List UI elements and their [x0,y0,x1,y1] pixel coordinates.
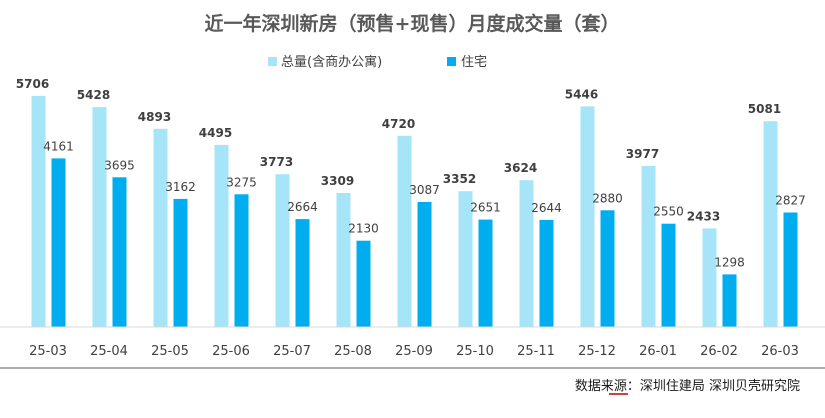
bar-residential-25-03 [51,158,66,327]
label-residential-25-08: 2130 [348,222,379,236]
source-prefix: 数据来源： [575,379,640,394]
label-total-25-05: 4893 [138,110,171,124]
label-total-25-08: 3309 [321,174,354,188]
x-tick-25-05: 25-05 [151,344,189,359]
bar-residential-25-08 [356,240,371,327]
label-residential-26-03: 2827 [775,194,806,208]
source-orgs: 深圳住建局 深圳贝壳研究院 [640,379,800,394]
bar-total-25-03 [31,95,46,328]
x-tick-25-08: 25-08 [334,344,372,359]
label-residential-25-07: 2664 [287,200,318,214]
x-tick-25-09: 25-09 [395,344,433,359]
bar-residential-25-06 [234,194,249,327]
legend-label-residential: 住宅 [461,55,487,70]
label-total-25-10: 3352 [443,172,476,186]
label-total-25-07: 3773 [260,155,293,169]
bar-residential-25-12 [600,210,615,327]
bar-total-25-09 [397,135,412,327]
label-residential-25-12: 2880 [592,191,623,205]
bar-total-26-01 [641,165,656,327]
bar-residential-25-04 [112,177,127,327]
bar-total-25-12 [580,106,595,328]
label-total-25-06: 4495 [199,126,232,140]
bar-total-26-03 [763,121,778,327]
bar-residential-25-10 [478,219,493,327]
legend: 总量(含商办公寓) 住宅 [268,54,487,70]
bar-total-25-05 [153,128,168,327]
x-tick-25-06: 25-06 [212,344,250,359]
label-total-26-03: 5081 [748,102,781,116]
label-total-26-01: 3977 [626,147,659,161]
bar-total-25-08 [336,193,351,327]
label-total-25-11: 3624 [504,161,537,175]
label-residential-25-06: 3275 [226,175,257,189]
bar-total-25-07 [275,174,290,327]
chart-title: 近一年深圳新房（预售+现售）月度成交量（套） [205,12,620,35]
legend-label-total: 总量(含商办公寓) [281,54,382,70]
x-tick-26-03: 26-03 [761,344,799,359]
x-tick-25-07: 25-07 [273,344,311,359]
label-total-25-04: 5428 [77,88,110,102]
label-residential-25-09: 3087 [409,183,440,197]
bar-total-25-04 [92,107,107,327]
bar-residential-26-01 [661,223,676,327]
legend-swatch-total [268,57,277,66]
label-total-26-02: 2433 [687,209,720,223]
label-residential-25-04: 3695 [104,158,135,172]
bar-total-25-11 [519,180,534,327]
x-tick-25-04: 25-04 [90,344,128,359]
bar-residential-25-07 [295,219,310,327]
bar-residential-25-11 [539,219,554,327]
x-tick-25-10: 25-10 [456,344,494,359]
bar-residential-26-03 [783,212,798,327]
bar-residential-26-02 [722,274,737,327]
x-tick-25-11: 25-11 [517,344,555,359]
label-residential-25-03: 4161 [43,139,74,153]
x-tick-25-03: 25-03 [29,344,67,359]
bar-total-25-10 [458,191,473,327]
label-total-25-12: 5446 [565,87,598,101]
label-total-25-03: 5706 [16,77,49,91]
label-residential-25-10: 2651 [470,201,501,215]
label-residential-25-05: 3162 [165,180,196,194]
bar-total-26-02 [702,228,717,327]
x-tick-25-12: 25-12 [578,344,616,359]
label-residential-26-02: 1298 [714,255,745,269]
label-total-25-09: 4720 [382,117,415,131]
bar-total-25-06 [214,144,229,327]
x-tick-26-02: 26-02 [700,344,738,359]
x-tick-26-01: 26-01 [639,344,677,359]
bar-residential-25-09 [417,202,432,327]
legend-swatch-residential [447,57,456,66]
source-note: 数据来源：深圳住建局 深圳贝壳研究院 [575,379,800,394]
bar-residential-25-05 [173,198,188,327]
bar-group [31,95,798,328]
x-axis-ticks: 25-03 25-04 25-05 25-06 25-07 25-08 25-09 25-10… [29,344,799,359]
label-residential-26-01: 2550 [653,205,684,219]
label-residential-25-11: 2644 [531,201,562,215]
